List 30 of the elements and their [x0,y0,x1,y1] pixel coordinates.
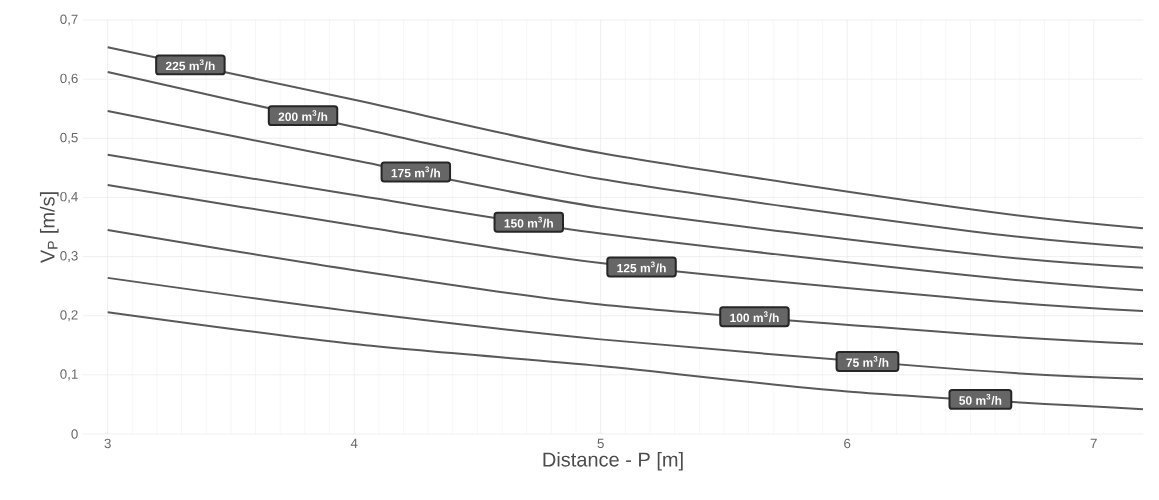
x-tick-label: 7 [1090,438,1097,448]
x-tick-label: 6 [844,438,851,449]
series-label: 225 m$^{3}$/h [165,59,215,71]
line-series [106,276,1144,380]
y-tick-label: 0,5 [60,132,78,144]
series-label: 50 m$^{3}$/h [959,393,1002,405]
line-series [106,311,1144,411]
series-label: 200 m$^{3}$/h [278,110,328,122]
y-axis-title: V$_{P}$ [m/s] [39,192,59,264]
series-label: 100 m$^{3}$/h [730,311,779,323]
y-tick-label: 0,1 [60,369,78,381]
y-tick-label: 0,2 [60,310,78,322]
series-label: 175 m$^{3}$/h [391,166,440,178]
y-tick-label: 0 [71,429,78,439]
y-tick-label: 0,4 [60,191,78,203]
series-label: 150 m$^{3}$/h [504,216,553,228]
x-tick-label: 4 [350,438,358,448]
line-series [106,228,1144,346]
y-tick-label: 0,6 [60,73,78,85]
y-tick-label: 0,3 [60,251,78,263]
series-label: 125 m$^{3}$/h [617,261,666,273]
line-series [106,153,1144,292]
line-series [106,71,1144,249]
x-tick-label: 3 [104,438,111,449]
line-series [106,184,1144,312]
x-axis-title: Distance - P [m] [543,451,683,471]
x-tick-label: 5 [597,438,604,449]
series-label: 75 m$^{3}$/h [846,356,889,368]
line-series [106,46,1144,230]
y-tick-label: 0,7 [60,14,78,26]
